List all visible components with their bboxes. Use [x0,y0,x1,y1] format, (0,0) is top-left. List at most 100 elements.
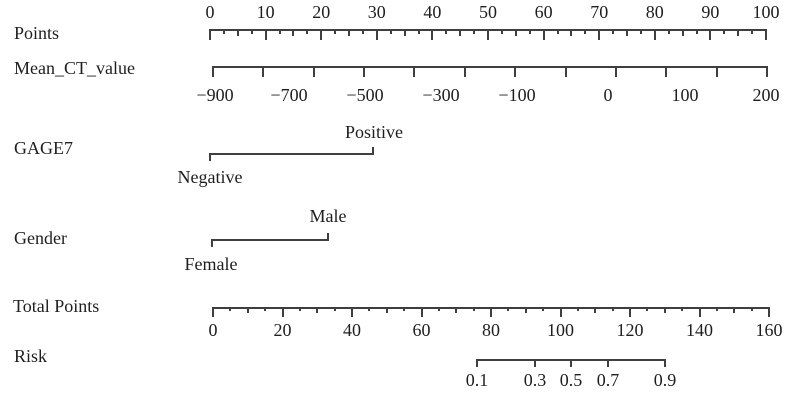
axis-title-total-points: Total Points [13,296,100,316]
axis-line-gage7 [210,153,373,155]
tick [626,29,628,36]
tick-label: −100 [498,85,536,105]
axis-title-points: Points [14,23,60,43]
tick [639,29,642,34]
tick [420,307,423,317]
tick [476,359,478,367]
tick [646,307,649,311]
tick [612,29,615,34]
tick [709,29,712,40]
tick [459,29,462,36]
tick [664,359,666,367]
tick [472,307,475,311]
tick [368,307,371,311]
tick [372,147,374,155]
tick-label: Negative [177,167,243,187]
tick [733,307,736,313]
tick-label: 0 [208,320,218,340]
tick-label: −300 [422,85,460,105]
tick-label: −500 [346,85,384,105]
tick-label: 90 [701,2,720,22]
tick [363,66,366,77]
tick [437,307,440,311]
tick [564,66,567,77]
tick [212,66,214,77]
tick [236,29,239,36]
tick-label: 30 [367,2,386,22]
tick [750,307,753,311]
tick [629,307,631,317]
tick [667,29,670,34]
tick-label: 40 [343,320,361,340]
tick-label: −900 [196,85,234,105]
tick [413,66,416,77]
tick-label: 10 [256,2,275,22]
tick [507,307,510,311]
tick [500,29,503,34]
tick-label: 0 [205,2,215,22]
tick [334,29,337,34]
tick-label: 40 [423,2,442,22]
tick [209,29,211,40]
tick [698,307,701,317]
tick [445,29,448,34]
tick [320,29,323,40]
tick [584,29,587,34]
axis-line-gender [212,239,328,241]
tick [209,153,211,161]
tick [306,29,309,34]
tick [570,29,573,36]
tick-label: Positive [344,122,404,142]
tick [246,307,249,313]
tick [327,233,329,241]
tick [250,29,253,34]
tick [389,29,392,34]
tick-label: 140 [686,320,713,340]
tick-label: −700 [270,85,308,105]
tick [737,29,740,36]
tick-label: 80 [482,320,500,340]
axis-title-mean-ct-value: Mean_CT_value [14,58,135,78]
tick [487,29,489,40]
tick-label: 0.7 [596,370,620,390]
tick [361,29,364,34]
tick [403,29,406,36]
tick [542,29,545,40]
tick [614,66,617,77]
tick [681,29,684,36]
tick-label: 100 [671,85,699,105]
tick-label: 120 [616,320,644,340]
tick [570,359,572,367]
tick [607,359,609,367]
tick [576,307,579,311]
tick-label: 50 [479,2,497,22]
tick [594,307,597,313]
tick [681,307,684,311]
tick [663,307,666,313]
tick [385,307,388,313]
tick [316,307,319,313]
tick-label: 0.1 [465,370,489,390]
tick [403,307,406,311]
tick [524,307,527,313]
tick [611,307,614,311]
tick-label: 80 [645,2,664,22]
tick [598,29,601,40]
tick [298,307,301,311]
tick [351,307,353,317]
tick-label: 70 [590,2,609,22]
tick [559,307,562,317]
tick [281,307,284,317]
tick [222,29,225,34]
tick-label: 20 [273,320,292,340]
tick [375,29,378,40]
tick-label: 160 [755,320,783,340]
axis-line-mean-ct-value [213,66,767,68]
tick [695,29,698,34]
axis-title-gender: Gender [14,228,67,248]
